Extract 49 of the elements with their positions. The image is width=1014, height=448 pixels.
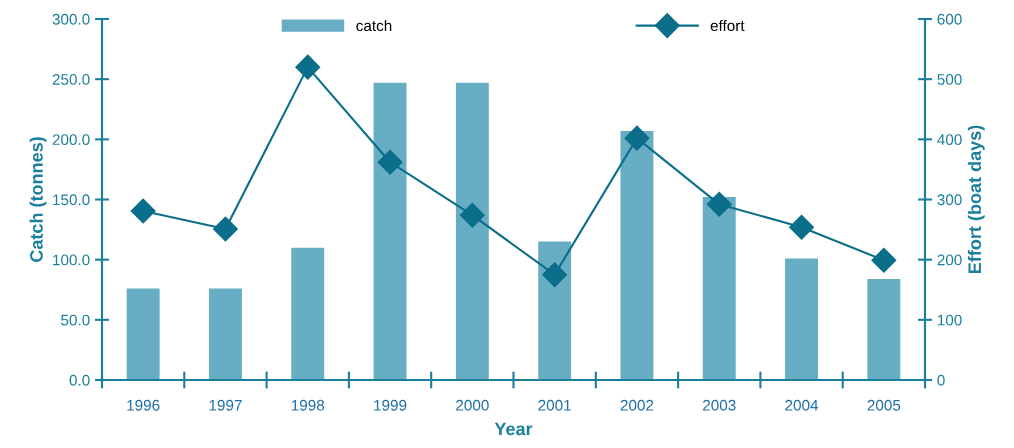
- x-tick-label: 1998: [291, 399, 325, 411]
- y-tick-label: 50.0: [61, 314, 90, 326]
- point: [624, 125, 650, 151]
- y-tick-label: 100.0: [53, 254, 90, 266]
- y-tick-label: 300.0: [52, 13, 90, 25]
- y-tick-label: 150.0: [53, 194, 90, 206]
- y-tick-label: 200.0: [52, 134, 90, 146]
- y-tick-label: 0.0: [69, 374, 90, 386]
- point: [377, 149, 403, 175]
- legend-label: effort: [710, 19, 745, 32]
- bar: [620, 130, 654, 380]
- point: [212, 216, 238, 242]
- x-tick-label: 2000: [456, 399, 489, 411]
- y2-tick-label: 600: [937, 13, 962, 25]
- bar: [455, 82, 489, 380]
- bar: [373, 82, 407, 380]
- y-tick-label: 250.0: [52, 74, 90, 85]
- bar: [785, 258, 819, 380]
- point: [295, 54, 321, 80]
- x-tick-label: 2001: [538, 399, 571, 411]
- x-tick-label: 2004: [785, 399, 819, 411]
- point: [130, 198, 156, 224]
- x-tick-label: 1996: [127, 399, 160, 411]
- bar: [208, 288, 242, 380]
- y2-tick-label: 500: [937, 74, 962, 85]
- point: [542, 262, 568, 288]
- point: [871, 247, 897, 273]
- point: [789, 214, 815, 240]
- y-axis-title: Catch (tonnes): [29, 137, 47, 262]
- bar: [702, 197, 736, 380]
- point: [459, 202, 485, 228]
- bar: [538, 241, 572, 380]
- x-tick-label: 2002: [620, 399, 654, 411]
- y2-tick-label: 0: [937, 374, 945, 386]
- x-axis-title: Year: [494, 422, 533, 436]
- x-tick-label: 1997: [209, 399, 242, 411]
- point: [706, 191, 732, 217]
- y2-tick-label: 100: [937, 314, 962, 326]
- legend-label: catch: [356, 19, 392, 32]
- bar: [126, 288, 160, 380]
- bar: [291, 247, 325, 380]
- x-tick-label: 2005: [867, 399, 901, 411]
- bar: [867, 278, 901, 380]
- x-tick-label: 2003: [703, 399, 736, 411]
- y2-tick-label: 200: [937, 254, 962, 266]
- x-tick-label: 1999: [374, 399, 407, 411]
- y2-tick-label: 400: [937, 134, 962, 146]
- y2-tick-label: 300: [937, 194, 962, 206]
- y2-axis-title: Effort (boat days): [967, 125, 985, 274]
